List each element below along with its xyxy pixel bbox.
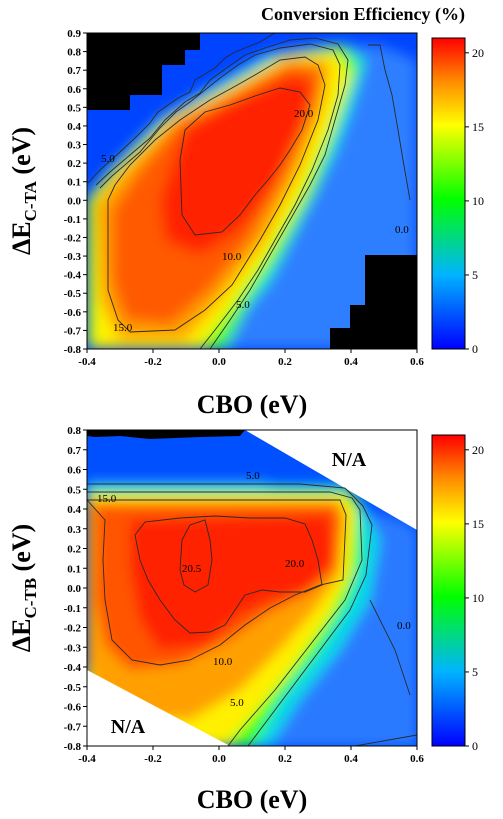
y-tick-label: 0.1 xyxy=(67,177,81,189)
y-tick-label: -0.5 xyxy=(64,682,82,694)
colorbar-tick-label: 20 xyxy=(472,46,484,60)
contour-label: 20.0 xyxy=(294,108,314,120)
y-tick-label: -0.8 xyxy=(64,741,82,753)
y-tick-label: 0.1 xyxy=(67,563,81,575)
y-tick-label: 0.0 xyxy=(67,583,81,595)
contour-label: 20.5 xyxy=(182,563,202,575)
na-region-top-left xyxy=(87,33,200,110)
contour-label: 0.0 xyxy=(395,224,409,236)
na-label-bottom-left: N/A xyxy=(111,716,146,738)
y-axis-label-bottom: ΔEC-TB (eV) xyxy=(7,524,40,652)
contour-labels-top: 20.0 15.0 10.0 5.0 5.0 0.0 xyxy=(101,108,409,334)
colorbar-tick-label: 15 xyxy=(472,517,484,531)
axes-top: -0.4 -0.2 0.0 0.2 0.4 0.6 -0.8 -0.7 -0.6 -0.5 -0.4… xyxy=(64,28,425,368)
contour-label: 10.0 xyxy=(213,656,233,668)
contour-labels-bottom: 20.5 20.0 15.0 10.0 5.0 5.0 0.0 xyxy=(97,470,411,709)
x-tick-label: 0.2 xyxy=(278,753,292,765)
y-tick-label: 0.9 xyxy=(67,28,81,40)
y-tick-label: -0.7 xyxy=(64,721,82,733)
colorbar-tick-label: 5 xyxy=(472,665,478,679)
plot-frame-top xyxy=(86,32,418,350)
contour-label: 5.0 xyxy=(101,153,115,165)
x-tick-label: 0.4 xyxy=(344,753,358,765)
y-tick-label: 0.8 xyxy=(67,425,81,437)
y-tick-label: 0.5 xyxy=(67,484,81,496)
figure-title: Conversion Efficiency (%) xyxy=(261,4,465,25)
y-tick-label: 0.0 xyxy=(67,195,81,207)
y-tick-label: -0.2 xyxy=(64,232,82,244)
heatmap-bottom: 20.5 20.0 15.0 10.0 5.0 5.0 0.0 N/A N/A … xyxy=(7,425,424,814)
x-tick-label: 0.0 xyxy=(212,753,226,765)
y-tick-label: -0.7 xyxy=(64,325,82,337)
y-tick-label: 0.4 xyxy=(67,504,81,516)
x-tick-label: 0.6 xyxy=(410,753,424,765)
x-tick-label: 0.4 xyxy=(344,356,358,368)
y-tick-label: 0.7 xyxy=(67,445,81,457)
contour-label: 5.0 xyxy=(230,697,244,709)
x-tick-label: -0.2 xyxy=(144,753,162,765)
na-region-bottom-right xyxy=(330,255,417,349)
x-tick-label: -0.4 xyxy=(78,356,96,368)
y-tick-label: 0.8 xyxy=(67,47,81,59)
y-tick-label: -0.3 xyxy=(64,251,82,263)
contour-label: 5.0 xyxy=(236,299,250,311)
y-tick-label: -0.6 xyxy=(64,702,82,714)
x-tick-label: -0.4 xyxy=(78,753,96,765)
y-tick-label: -0.6 xyxy=(64,307,82,319)
na-label-top-right: N/A xyxy=(332,449,367,471)
y-tick-label: -0.3 xyxy=(64,642,82,654)
y-tick-label: 0.6 xyxy=(67,465,81,477)
y-tick-label: -0.8 xyxy=(64,344,82,356)
y-tick-label: 0.3 xyxy=(67,524,81,536)
colorbar-tick-label: 0 xyxy=(472,342,478,356)
contour-label: 5.0 xyxy=(246,470,260,482)
x-axis-label-bottom: CBO (eV) xyxy=(197,785,307,814)
colorbar-tick-label: 10 xyxy=(472,194,484,208)
x-tick-label: 0.0 xyxy=(212,356,226,368)
contour-label: 20.0 xyxy=(285,558,305,570)
colorbar-tick-label: 5 xyxy=(472,268,478,282)
y-tick-label: -0.4 xyxy=(64,662,82,674)
y-tick-label: 0.2 xyxy=(67,544,81,556)
colorbar-tick-label: 15 xyxy=(472,120,484,134)
na-region-bottom-left xyxy=(87,670,230,746)
heatmap-top: 20.0 15.0 10.0 5.0 5.0 0.0 -0.4 -0.2 0.0 0.… xyxy=(7,28,424,419)
dark-edge-top xyxy=(87,430,245,439)
contours-bottom xyxy=(87,483,417,746)
contours-top xyxy=(87,33,411,349)
x-tick-label: 0.2 xyxy=(278,356,292,368)
colorbar-tick-label: 20 xyxy=(472,443,484,457)
axes-bottom: -0.4 -0.2 0.0 0.2 0.4 0.6 -0.8 -0.7 -0.6 -0.5 -0.4… xyxy=(64,425,425,765)
y-tick-label: -0.1 xyxy=(64,214,81,226)
y-tick-label: -0.4 xyxy=(64,270,82,282)
x-tick-label: 0.6 xyxy=(410,356,424,368)
colorbar-tick-label: 10 xyxy=(472,591,484,605)
x-tick-label: -0.2 xyxy=(144,356,162,368)
contour-label: 15.0 xyxy=(97,493,117,505)
na-region-top-right xyxy=(245,430,417,530)
y-tick-label: -0.2 xyxy=(64,623,82,635)
contour-label: 0.0 xyxy=(397,620,411,632)
y-tick-label: 0.7 xyxy=(67,65,81,77)
y-tick-label: 0.6 xyxy=(67,84,81,96)
colorbar-top: 0 5 10 15 20 xyxy=(431,37,484,356)
y-axis-label-top: ΔEC-TA (eV) xyxy=(7,127,40,255)
y-tick-label: 0.5 xyxy=(67,102,81,114)
y-tick-label: 0.4 xyxy=(67,121,81,133)
contour-label: 15.0 xyxy=(113,322,133,334)
colorbar-tick-label: 0 xyxy=(472,739,478,753)
y-tick-label: 0.2 xyxy=(67,158,81,170)
y-tick-label: 0.3 xyxy=(67,140,81,152)
colorbar-bottom: 0 5 10 15 20 xyxy=(431,434,484,753)
y-tick-label: -0.5 xyxy=(64,288,82,300)
contour-label: 10.0 xyxy=(222,251,242,263)
x-axis-label-top: CBO (eV) xyxy=(197,390,307,419)
y-tick-label: -0.1 xyxy=(64,603,81,615)
